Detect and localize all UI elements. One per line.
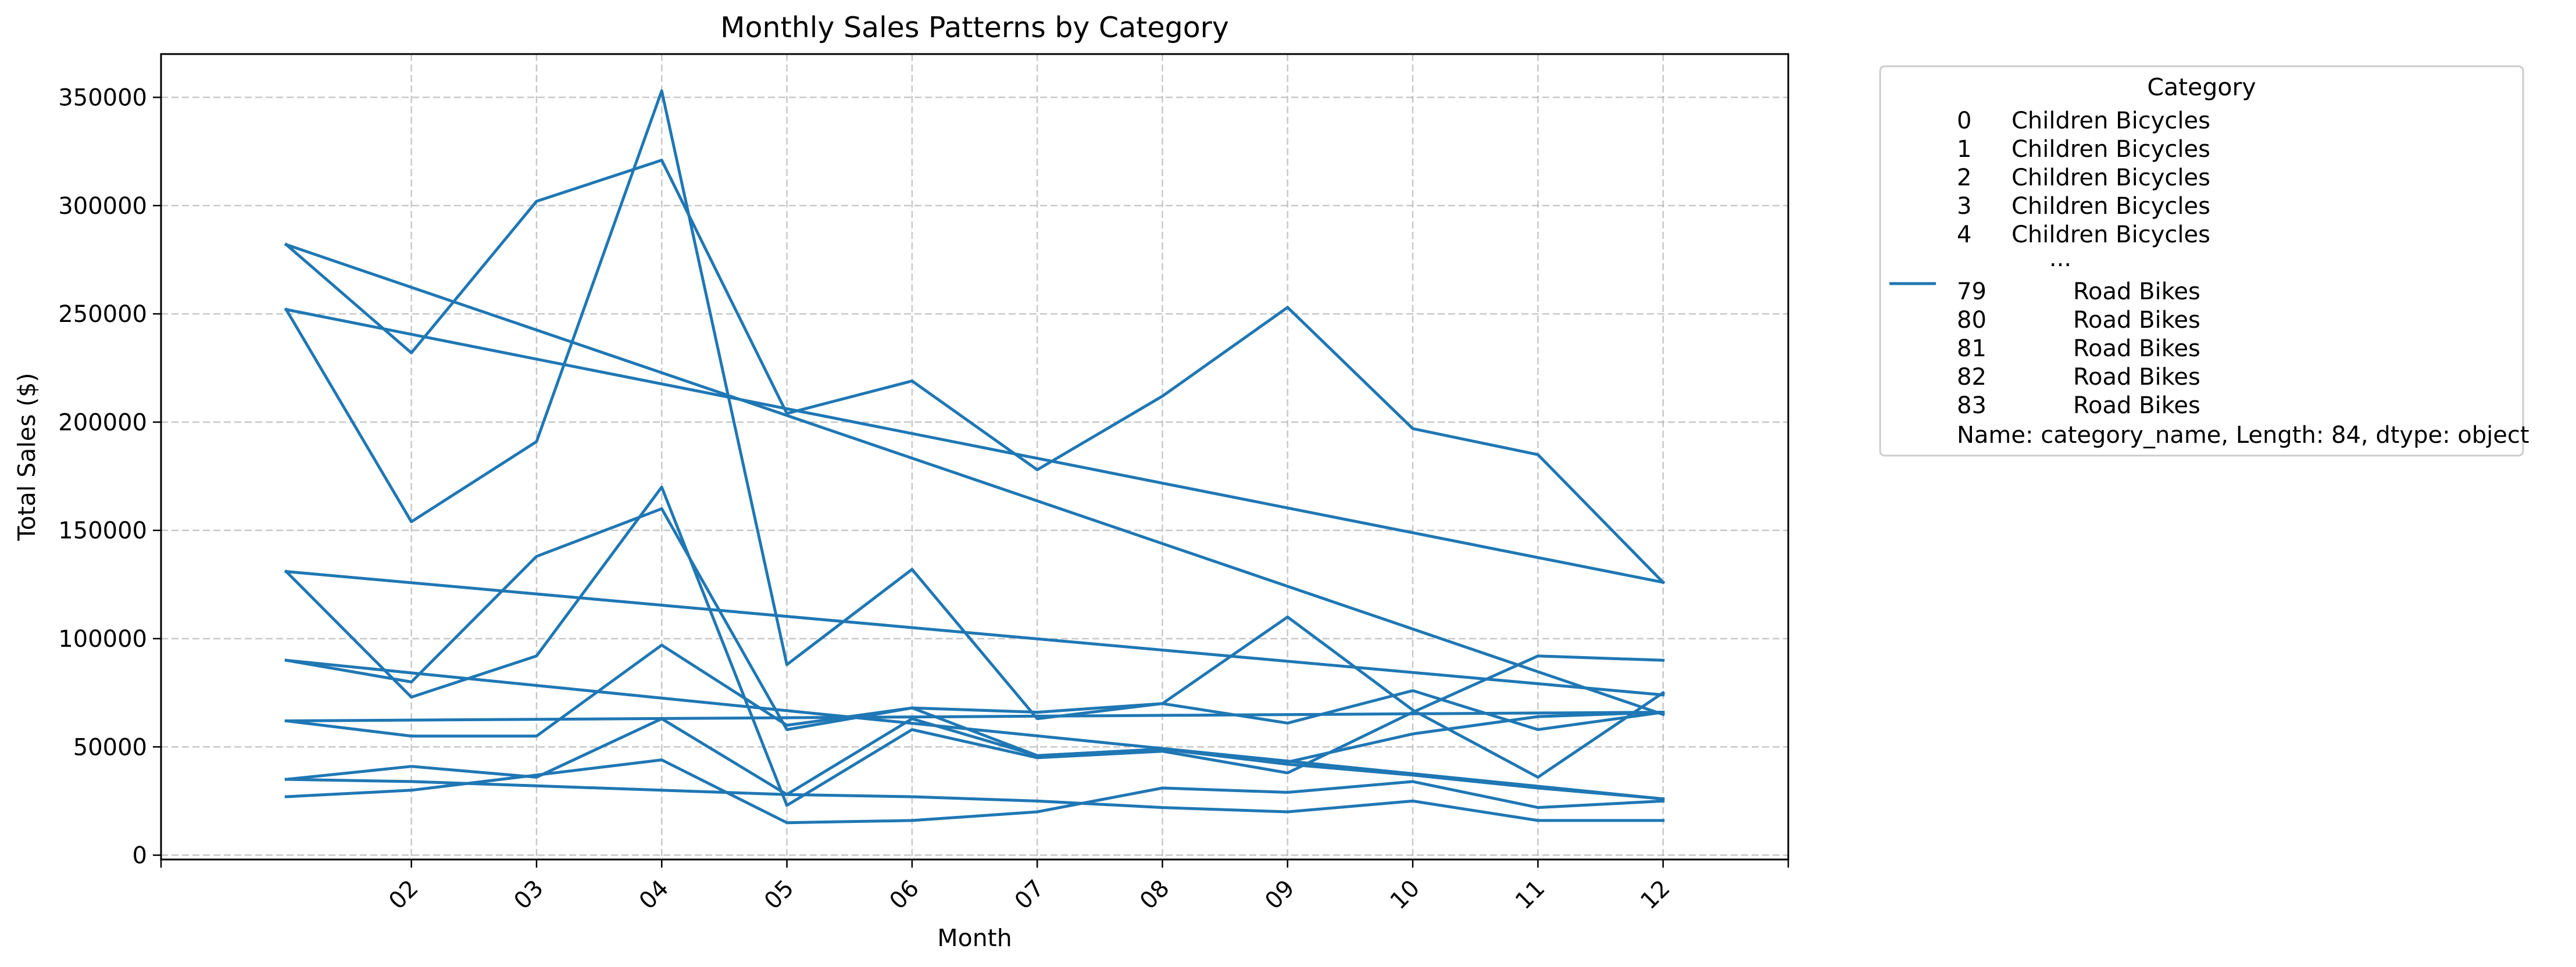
chart-title: Monthly Sales Patterns by Category (720, 11, 1229, 44)
series-lines (284, 89, 1666, 825)
series-line-12 (284, 778, 1665, 822)
legend-row-name: Children Bicycles (2012, 193, 2210, 220)
legend-row-index: 82 (1957, 364, 1987, 391)
legend-ellipsis: ... (2049, 245, 2071, 272)
y-tick-label: 250000 (58, 301, 147, 328)
x-axis-title: Month (937, 924, 1012, 952)
y-tick-label: 200000 (58, 409, 147, 436)
y-tick-label: 100000 (58, 626, 147, 653)
series-line-11 (284, 758, 1665, 825)
legend: Category 0 Children Bicycles 1 Children Bic… (1879, 65, 2529, 457)
series-line-8 (284, 643, 1665, 764)
legend-footer: Name: category_name, Length: 84, dtype: … (1957, 422, 2529, 449)
legend-row-index: 83 (1957, 392, 1987, 419)
axes-frame (160, 53, 1789, 861)
y-tick-label: 0 (133, 843, 147, 869)
legend-row-index: 0 (1957, 108, 1971, 134)
series-line-0 (284, 242, 1665, 717)
legend-row-name: Road Bikes (2073, 307, 2200, 334)
legend-row-index: 80 (1957, 307, 1987, 334)
legend-row-index: 3 (1957, 193, 1971, 220)
legend-row-name: Road Bikes (2073, 392, 2200, 419)
series-line-1 (284, 89, 1665, 731)
y-axis-title: Total Sales ($) (13, 373, 41, 541)
series-line-9 (284, 711, 1665, 723)
series-line-4 (284, 485, 1665, 807)
legend-rows: 0 Children Bicycles 1 Children Bicycles 2 Chi… (1957, 108, 2210, 419)
y-tick-label: 350000 (58, 85, 147, 112)
legend-row-index: 79 (1957, 278, 1987, 305)
legend-row-name: Children Bicycles (2012, 136, 2210, 163)
series-line-5 (284, 570, 1665, 697)
legend-box (1879, 65, 2524, 457)
legend-row-name: Road Bikes (2073, 278, 2200, 305)
series-line-3 (284, 307, 1665, 585)
y-tick-label: 300000 (58, 193, 147, 220)
legend-row-name: Children Bicycles (2012, 108, 2210, 134)
legend-row-name: Children Bicycles (2012, 221, 2210, 248)
legend-row-index: 1 (1957, 136, 1971, 163)
y-tick-label: 150000 (58, 518, 147, 545)
series-line-6 (284, 507, 1666, 779)
series-line-10 (284, 717, 1665, 801)
legend-row-name: Children Bicycles (2012, 164, 2210, 191)
legend-title: Category (2147, 73, 2256, 101)
legend-row-index: 81 (1957, 335, 1987, 362)
legend-row-name: Road Bikes (2073, 364, 2200, 391)
y-tick-label: 50000 (73, 734, 147, 761)
legend-row-name: Road Bikes (2073, 335, 2200, 362)
series-line-2 (284, 159, 1666, 585)
legend-row-index: 4 (1957, 221, 1971, 248)
legend-row-index: 2 (1957, 164, 1971, 191)
